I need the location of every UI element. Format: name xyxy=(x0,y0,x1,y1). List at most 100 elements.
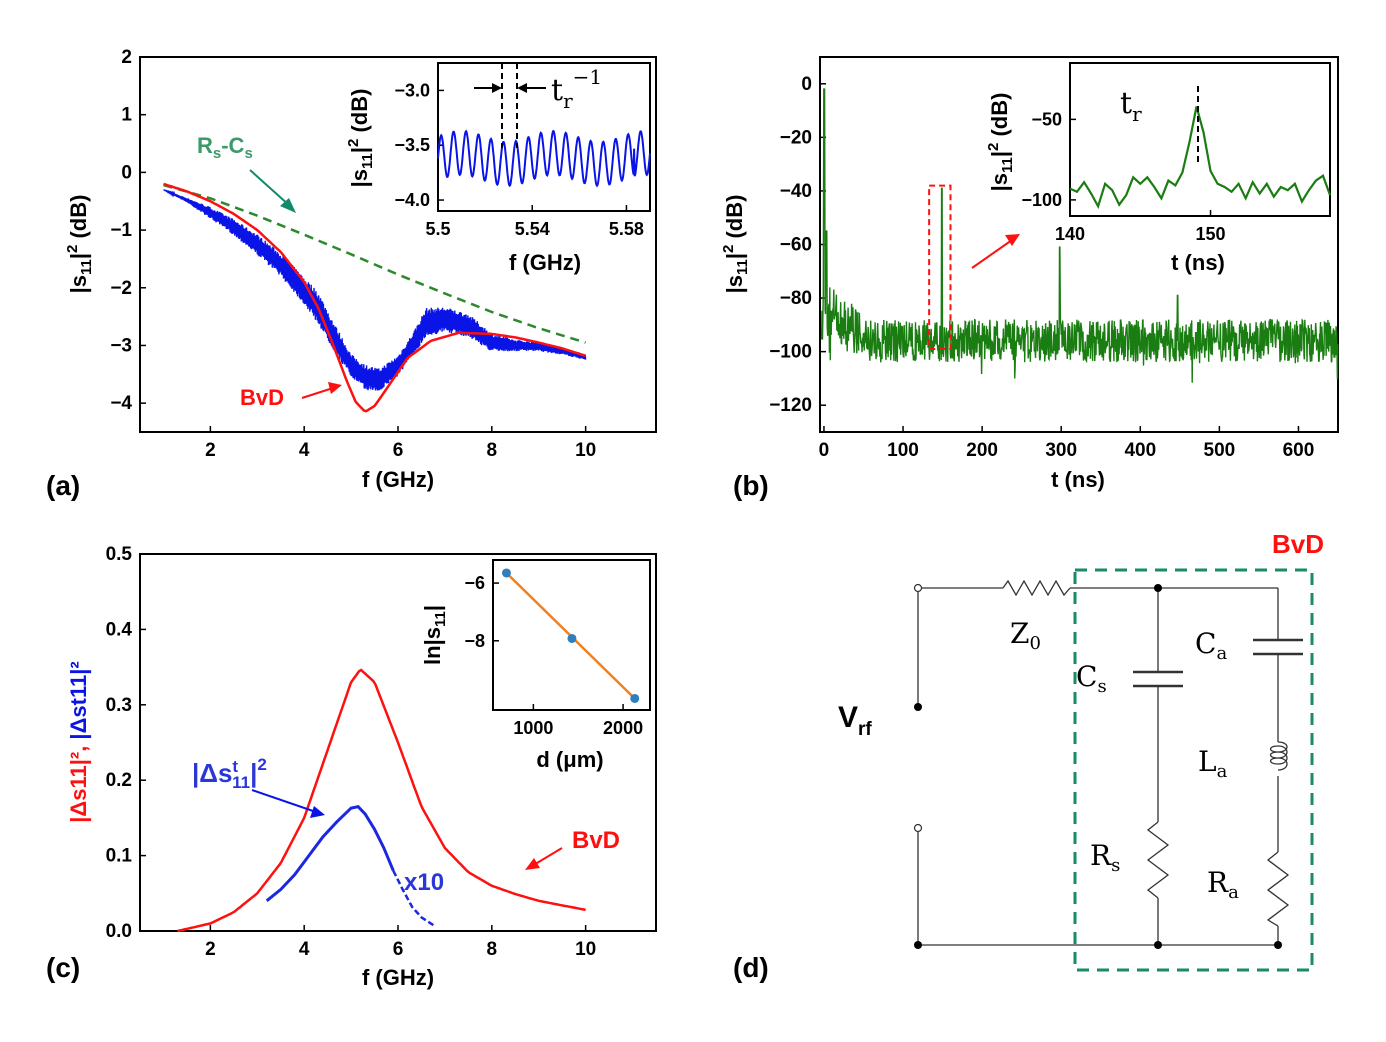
y-label-a: |s11|2 (dB) xyxy=(64,195,95,294)
ticks-a: 2 4 6 8 10 −4 −3 −2 −1 0 1 2 xyxy=(110,47,596,461)
terminal-top-open xyxy=(913,583,923,593)
c-xtick-label: 8 xyxy=(487,939,498,960)
rs-label: Rs xyxy=(1090,839,1120,876)
a-inset-xtick-label: 5.58 xyxy=(609,219,644,239)
series-a xyxy=(163,182,587,413)
b-ytick-label: −80 xyxy=(780,288,812,309)
inset-a: 5.5 5.54 5.58 −4.0 −3.5 −3.0 f (GHz) |s11|2 (… xyxy=(345,62,651,275)
b-ytick-label: −120 xyxy=(769,395,812,416)
rs-cs-arrowhead xyxy=(280,198,296,213)
inset-y-label-a: |s11|2 (dB) xyxy=(345,89,376,188)
b-ytick-label: −60 xyxy=(780,235,812,256)
c-ytick-label: 0.1 xyxy=(106,846,133,867)
highlight-arrowhead xyxy=(1005,234,1020,246)
tr-label: tr xyxy=(1120,86,1142,126)
a-inset-xtick-label: 5.5 xyxy=(425,219,450,239)
inset-frame-b xyxy=(1069,62,1331,217)
data-point xyxy=(630,693,640,703)
b-ytick-label: −20 xyxy=(780,127,812,148)
a-xtick-label: 4 xyxy=(299,440,310,461)
inset-trace-b xyxy=(1069,106,1332,210)
bvd-arrow-a xyxy=(301,387,334,399)
c-ytick-label: 0.3 xyxy=(106,695,132,716)
a-ytick-label: −4 xyxy=(110,393,132,414)
la-inductor xyxy=(1269,741,1288,771)
vrf-node xyxy=(914,703,922,711)
rs-cs-annotation: Rs-Cs xyxy=(197,133,253,162)
x-label-a: f (GHz) xyxy=(362,467,434,492)
y-label-b: |s11|2 (dB) xyxy=(720,195,751,294)
inset-ticks-b: 140 150 −100 −50 xyxy=(1021,109,1225,244)
b-xtick-label: 400 xyxy=(1124,440,1156,461)
inset-series-a xyxy=(437,129,651,188)
highlight-arrow xyxy=(971,239,1013,269)
b-xtick-label: 100 xyxy=(887,440,919,461)
ground-node-left xyxy=(914,941,922,949)
inset-b: 140 150 −100 −50 tr t (ns) |s11|2 (dB) xyxy=(985,62,1332,275)
inset-ticks-c: 1000 2000 −8 −6 xyxy=(464,573,643,738)
inset-frame-a xyxy=(437,62,651,212)
inset-y-label-b: |s11|2 (dB) xyxy=(985,93,1016,192)
b-xtick-label: 200 xyxy=(966,440,998,461)
inset-ticks-a: 5.5 5.54 5.58 −4.0 −3.5 −3.0 xyxy=(394,80,644,239)
b-ytick-label: −40 xyxy=(780,181,812,202)
a-xtick-label: 2 xyxy=(205,440,216,461)
b-inset-ytick-label: −100 xyxy=(1021,190,1062,210)
a-xtick-label: 6 xyxy=(393,440,404,461)
c-ytick-label: 0.5 xyxy=(106,544,133,565)
inset-x-label-a: f (GHz) xyxy=(509,250,581,275)
ra-label: Ra xyxy=(1207,866,1239,903)
c-xtick-label: 10 xyxy=(575,939,596,960)
bvd-annotation-a: BvD xyxy=(240,385,284,410)
vrf-label: Vrf xyxy=(838,701,872,740)
bvd-arrowhead-c xyxy=(525,858,540,870)
b-ytick-label: −100 xyxy=(769,342,812,363)
data-point xyxy=(567,633,577,643)
terminal-bottom-open xyxy=(913,823,923,833)
inset-y-label-c: ln|s11| xyxy=(420,605,449,665)
blue-label-arrow xyxy=(251,789,317,813)
ra-resistor xyxy=(1266,851,1290,927)
tr-inverse-label: tr−1 xyxy=(551,65,602,113)
highlight-box xyxy=(928,184,952,350)
bvd-curve-c xyxy=(177,668,586,933)
a-inset-ytick-label: −3.0 xyxy=(394,80,430,100)
a-inset-ytick-label: −4.0 xyxy=(394,190,430,210)
panel-label-a: (a) xyxy=(46,470,80,501)
a-ytick-label: −1 xyxy=(110,220,132,241)
c-ytick-label: 0.0 xyxy=(106,921,132,942)
circuit-wires xyxy=(917,579,1303,946)
panel-a: 2 4 6 8 10 −4 −3 −2 −1 0 1 2 f (GHz) |s11|2 (dB) Rs… xyxy=(46,47,657,501)
junction-cs-top xyxy=(1154,584,1162,592)
x-label-c: f (GHz) xyxy=(362,965,434,990)
c-ytick-label: 0.4 xyxy=(106,619,133,640)
inset-c: 1000 2000 −8 −6 d (μm) ln|s11| xyxy=(420,559,651,772)
a-ytick-label: −3 xyxy=(110,335,132,356)
series-b xyxy=(820,88,1339,383)
cs-label: Cs xyxy=(1076,660,1107,697)
tr-arrowhead-left xyxy=(492,83,502,93)
data-point xyxy=(501,568,511,578)
a-ytick-label: −2 xyxy=(110,278,132,299)
blue-label-arrowhead xyxy=(310,806,325,818)
panel-label-d: (d) xyxy=(733,952,769,983)
panel-c: 2 4 6 8 10 0.0 0.1 0.2 0.3 0.4 0.5 f (GHz) |Δs11|²… xyxy=(46,544,657,990)
ticks-b: 0 100 200 300 400 500 600 −120 −100 −80 −60 −40 −20 0 xyxy=(769,74,1314,461)
measured-tail-c xyxy=(392,870,437,928)
series-c xyxy=(177,668,586,933)
blue-curve-label: |Δst 11|2 xyxy=(192,755,267,792)
junction-ra-bottom xyxy=(1274,941,1282,949)
bvd-box-label: BvD xyxy=(1272,529,1324,559)
bvd-curve-a xyxy=(163,182,586,413)
b-inset-xtick-label: 140 xyxy=(1055,224,1085,244)
c-inset-xtick-label: 1000 xyxy=(513,718,553,738)
b-xtick-label: 300 xyxy=(1045,440,1077,461)
bvd-box xyxy=(1073,568,1314,972)
rs-cs-arrow xyxy=(249,169,291,207)
tr-arrowhead-right xyxy=(517,83,527,93)
a-ytick-label: 0 xyxy=(121,162,132,183)
inset-x-label-c: d (μm) xyxy=(536,747,603,772)
measured-trace-a xyxy=(163,189,587,391)
inset-x-label-b: t (ns) xyxy=(1171,250,1225,275)
